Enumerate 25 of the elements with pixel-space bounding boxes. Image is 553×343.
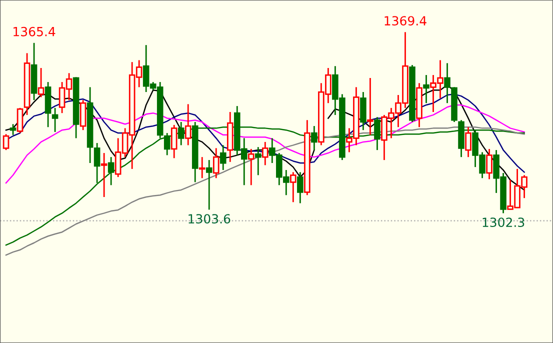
candlestick: [198, 156, 206, 179]
candlestick: [100, 152, 108, 198]
candlestick: [80, 99, 86, 131]
candlestick: [360, 91, 366, 131]
candlestick: [423, 74, 430, 104]
annotation: 1303.6: [188, 214, 230, 224]
candlestick: [212, 147, 220, 179]
candlestick: [220, 144, 226, 171]
candlestick: [164, 132, 170, 156]
candlestick: [206, 159, 212, 210]
candlestick: [255, 146, 262, 176]
candlestick: [184, 103, 192, 146]
candlestick: [416, 82, 422, 128]
candlestick: [262, 141, 268, 166]
candlestick: [248, 148, 254, 186]
candlestick: [108, 156, 114, 186]
annotation: 1369.4: [384, 16, 426, 26]
candlestick: [465, 126, 472, 158]
candlestick: [226, 111, 234, 163]
candlestick: [486, 148, 492, 180]
annotation: 1302.3: [482, 218, 524, 228]
candlestick: [290, 171, 296, 203]
candlestick: [367, 77, 374, 136]
annotation: 1365.4: [14, 26, 56, 36]
candlestick: [297, 171, 304, 204]
